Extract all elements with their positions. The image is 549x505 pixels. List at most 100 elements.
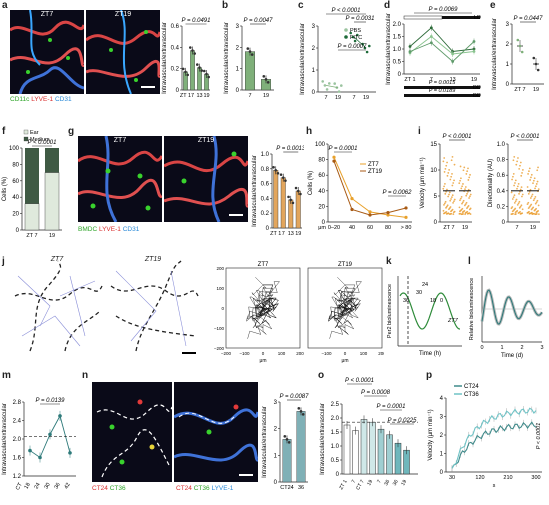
x-tick-label: 19 xyxy=(263,93,269,99)
data-point xyxy=(450,159,453,162)
p-value-label: P = 0.0001 xyxy=(377,404,406,410)
data-point xyxy=(533,197,536,200)
data-point xyxy=(332,159,336,163)
data-point xyxy=(351,35,355,39)
data-point xyxy=(463,204,466,207)
x-axis-label: Time (d) xyxy=(501,353,523,359)
data-point xyxy=(264,78,268,81)
data-point xyxy=(452,182,455,184)
cell-track xyxy=(337,290,355,311)
data-point xyxy=(459,199,461,202)
bar xyxy=(273,170,279,229)
y-tick-label: 3 xyxy=(506,22,510,28)
x-tick-label: 36 xyxy=(392,479,400,487)
track-plot: ZT7 ZT19 −200 −100 0 100 200 −100 0 100 200 200 100 0… xyxy=(214,262,384,364)
y-tick-label: 100 xyxy=(9,146,20,152)
y-tick-label: 0.2 xyxy=(171,67,180,73)
y-tick-label: 2 xyxy=(274,427,278,433)
data-point xyxy=(516,209,519,212)
data-point xyxy=(519,164,521,167)
condition-label: DD xyxy=(473,85,481,91)
data-point xyxy=(513,155,516,158)
data-point xyxy=(530,195,533,198)
x-tick-label: 7 xyxy=(351,479,358,485)
data-point xyxy=(281,176,285,179)
x-tick-label: 13 xyxy=(450,77,456,83)
y-tick-label: 1.5 xyxy=(331,430,340,436)
cell-track xyxy=(328,305,346,322)
plot-title: ZT19 xyxy=(338,262,353,268)
legend-swatch xyxy=(23,136,29,142)
y-axis-label: Velocity (μm min⁻¹) xyxy=(420,157,426,208)
data-point xyxy=(510,191,513,194)
scale-bar xyxy=(182,352,196,354)
data-point xyxy=(516,185,519,188)
data-point xyxy=(534,185,537,188)
data-point xyxy=(537,188,540,191)
y-tick-label: 40 xyxy=(318,189,325,195)
data-point xyxy=(193,52,196,55)
x-tick-label: −100 xyxy=(239,351,250,356)
data-point xyxy=(512,172,515,175)
data-point xyxy=(461,207,464,210)
data-point xyxy=(462,213,464,215)
x-tick-label: 18 xyxy=(23,482,31,490)
data-point xyxy=(442,209,445,212)
x-tick-label: 80 xyxy=(385,225,391,231)
dot-chart: 0 1 2 3 Intravascular/extravascular ZT 7 19 P =… xyxy=(492,16,544,93)
x-tick-label: 30 xyxy=(43,482,51,490)
x-tick-label: 200 xyxy=(378,351,384,356)
data-point xyxy=(537,213,540,216)
x-tick-label: 19 xyxy=(295,231,301,237)
x-tick-label: ZT 7 xyxy=(26,233,37,239)
panel-n: n CT24 CT36 CT24 CT36 LYVE-1 0 1 2 3 Intrava… xyxy=(82,370,310,500)
y-axis-label: Intravascular/extravascular xyxy=(162,22,168,94)
panel-g: g ZT7 ZT19 BMDC LYVE-1 CD31 0 0.2 0.4 0.6 0.… xyxy=(68,126,304,246)
panel-label: d xyxy=(384,0,391,11)
data-point xyxy=(296,189,300,193)
data-point xyxy=(514,207,517,210)
y-tick-label: 1 xyxy=(274,453,278,459)
cell-track xyxy=(337,306,349,329)
stain-label: CT24 xyxy=(92,485,108,492)
data-point xyxy=(459,197,462,200)
panel-a: a ZT7 ZT19 CD11c LYVE-1 CD31 0 0.2 0.4 0.6 I… xyxy=(0,0,210,108)
data-point xyxy=(464,213,467,216)
x-tick-label: ZT 1 xyxy=(180,93,191,99)
scatter-chart: 0 5 10 15 Velocity (μm min⁻¹) ZT 7 19 P < 0.000… xyxy=(420,134,540,231)
data-point xyxy=(365,50,369,54)
data-point xyxy=(532,182,534,185)
data-point xyxy=(469,207,472,210)
x-tick-label: 0 xyxy=(344,351,347,356)
data-point xyxy=(291,201,295,205)
y-tick-label: 200 xyxy=(216,266,224,271)
panel-b: b 0 1 2 3 Intravascular/extravascular 7 19 P = … xyxy=(222,0,280,108)
data-point xyxy=(532,56,536,60)
cell-track xyxy=(248,296,264,324)
data-point xyxy=(301,413,305,416)
x-tick-label: 200 xyxy=(296,351,304,356)
dot-chart: 0 1 2 3 Intravascular/extravascular 7 19 7 19 P <… xyxy=(300,8,376,101)
y-tick-label: 1 xyxy=(506,62,510,68)
data-point xyxy=(444,167,447,170)
data-point xyxy=(368,44,371,48)
data-point xyxy=(533,212,535,215)
panel-label: b xyxy=(222,0,229,11)
data-point xyxy=(518,167,521,170)
y-tick-label: 1 xyxy=(236,67,240,73)
y-axis-label: Cells (%) xyxy=(308,171,314,195)
p-value-label: P = 0.0001 xyxy=(329,146,358,152)
data-point xyxy=(205,72,208,76)
micrograph-zt7: ZT7 xyxy=(10,10,84,94)
x-tick-label: > 80 xyxy=(401,225,412,231)
vessel-network xyxy=(86,10,160,94)
data-point xyxy=(248,50,252,53)
data-point xyxy=(325,88,329,91)
legend-label: Medium xyxy=(30,137,50,143)
y-tick-label: 0.2 xyxy=(261,211,270,217)
p-value-label: P = 0.0015 xyxy=(429,80,456,86)
data-point xyxy=(294,186,298,190)
x-tick-label: 30 xyxy=(449,475,455,481)
data-point xyxy=(534,202,537,205)
data-point xyxy=(461,185,464,188)
